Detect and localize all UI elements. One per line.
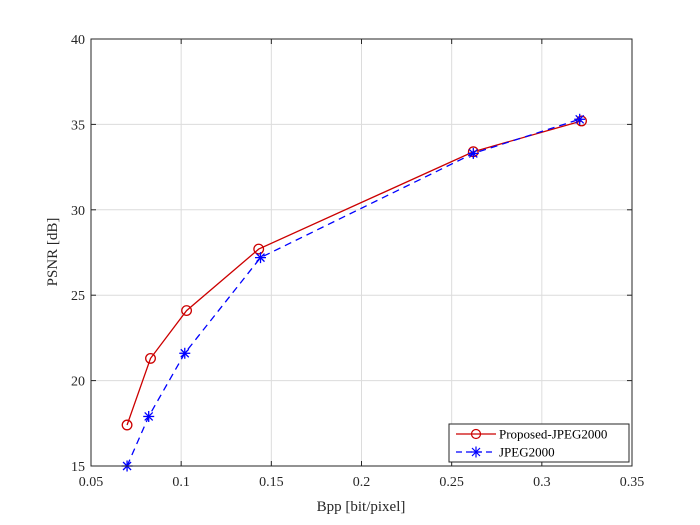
data-point-circle (145, 352, 156, 364)
asterisk-stroke (144, 412, 154, 421)
data-point-asterisk (143, 410, 155, 422)
axis-ticks: 0.05 0.1 0.15 0.2 0.25 0.3 0.35 15 20 25 30 35 40 (71, 33, 644, 490)
y-tick-label: 35 (71, 118, 85, 133)
data-point-circle (121, 419, 133, 431)
series-layer (121, 113, 587, 472)
data-point-asterisk (467, 147, 479, 159)
legend-marker-asterisk (470, 446, 482, 458)
asterisk-stroke (256, 253, 265, 263)
data-point-circle (576, 115, 587, 127)
legend-entry-jpeg2000: JPEG2000 (456, 445, 555, 460)
data-point-circle (181, 305, 193, 317)
asterisk-stroke (180, 348, 190, 358)
y-tick-label: 25 (71, 289, 85, 304)
y-tick-label: 20 (71, 375, 85, 390)
x-tick-label: 0.05 (79, 475, 104, 490)
x-tick-label: 0.3 (533, 475, 551, 490)
data-point-asterisk (255, 252, 267, 264)
x-tick-label: 0.25 (439, 475, 464, 490)
x-tick-label: 0.35 (620, 475, 645, 490)
y-tick-label: 15 (71, 460, 85, 475)
y-axis-label: PSNR [dB] (45, 218, 61, 287)
legend-label-proposed: Proposed-JPEG2000 (499, 427, 607, 442)
legend-entry-proposed: Proposed-JPEG2000 (456, 427, 607, 442)
data-point-asterisk (574, 113, 586, 125)
asterisk-stroke (468, 148, 478, 158)
series-proposed-jpeg2000 (121, 115, 587, 431)
series-line (126, 118, 580, 467)
grid-lines (91, 39, 632, 466)
y-tick-label: 40 (71, 33, 85, 48)
legend-label-jpeg2000: JPEG2000 (499, 445, 555, 460)
data-point-circle (253, 243, 265, 255)
x-axis-label: Bpp [bit/pixel] (317, 499, 406, 515)
series-jpeg2000 (121, 113, 586, 472)
x-tick-label: 0.2 (353, 475, 371, 490)
x-tick-label: 0.1 (172, 475, 190, 490)
legend: Proposed-JPEG2000 JPEG2000 (448, 423, 630, 463)
series-line (126, 120, 582, 426)
x-tick-label: 0.15 (259, 475, 284, 490)
data-point-asterisk (179, 347, 191, 359)
y-tick-label: 30 (71, 204, 85, 219)
asterisk-stroke (575, 114, 585, 124)
legend-marker-circle (470, 428, 482, 440)
